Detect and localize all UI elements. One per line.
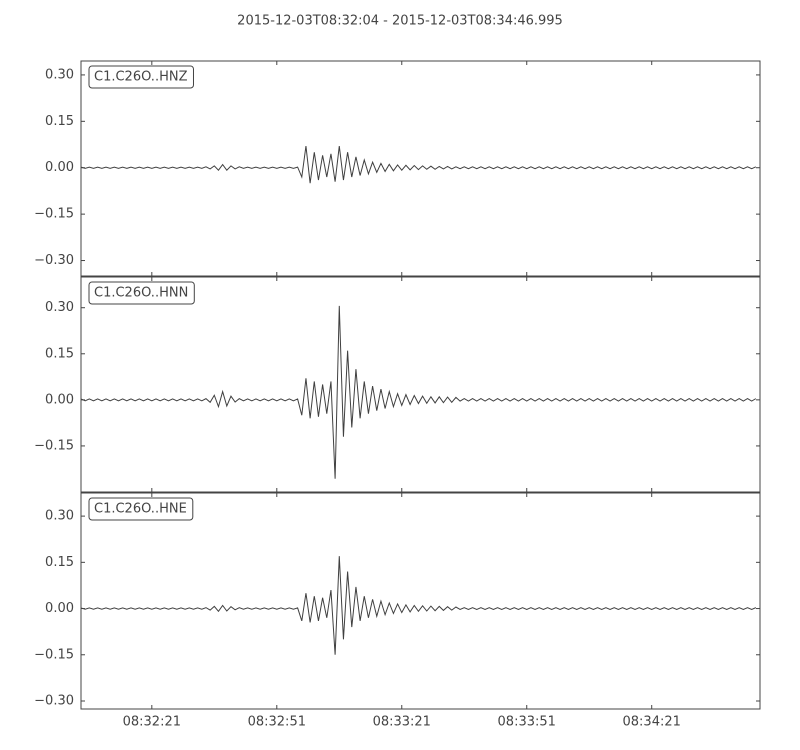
- waveform: [80, 305, 757, 479]
- y-tick-label: 0.30: [45, 67, 74, 82]
- y-tick-label: 0.00: [45, 160, 74, 175]
- legend-label: C1.C26O..HNN: [94, 286, 188, 301]
- legend-box: [88, 65, 194, 89]
- y-tick-label: −0.15: [34, 438, 74, 453]
- y-tick-label: 0.15: [45, 555, 74, 570]
- y-tick-label: −0.15: [34, 647, 74, 662]
- legend-label: C1.C26O..HNZ: [94, 70, 188, 85]
- y-tick-label: 0.15: [45, 346, 74, 361]
- x-tick-label: 08:33:51: [498, 715, 556, 730]
- panel-frame: [80, 492, 761, 710]
- panel-frame: [80, 60, 761, 277]
- x-tick-label: 08:33:21: [373, 715, 431, 730]
- y-tick-label: 0.00: [45, 601, 74, 616]
- y-tick-label: 0.00: [45, 392, 74, 407]
- y-tick-label: 0.30: [45, 509, 74, 524]
- y-tick-label: 0.15: [45, 114, 74, 129]
- waveform: [80, 556, 757, 655]
- y-tick-label: −0.30: [34, 693, 74, 708]
- panel-frame: [80, 276, 761, 493]
- legend-label: C1.C26O..HNE: [94, 502, 187, 517]
- x-tick-label: 08:32:51: [248, 715, 306, 730]
- x-tick-label: 08:34:21: [623, 715, 681, 730]
- y-tick-label: −0.15: [34, 207, 74, 222]
- chart-title: 2015-12-03T08:32:04 - 2015-12-03T08:34:4…: [237, 14, 563, 29]
- waveform: [80, 146, 757, 184]
- legend-box: [88, 497, 194, 521]
- y-tick-label: −0.30: [34, 253, 74, 268]
- y-tick-label: 0.30: [45, 300, 74, 315]
- x-tick-label: 08:32:21: [123, 715, 181, 730]
- legend-box: [88, 281, 195, 305]
